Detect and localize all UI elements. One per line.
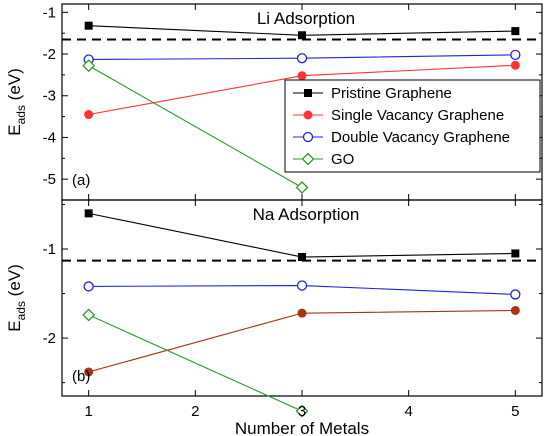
legend-marker [303, 110, 313, 120]
panel-label: (b) [72, 368, 90, 385]
panel-na-adsorption: -2 -1 Na Adsorption (b) Eads (eV) [5, 199, 543, 418]
x-tick-label: 2 [191, 403, 199, 420]
y-tick-label: -5 [43, 171, 56, 188]
data-point [298, 31, 306, 40]
panel-li-adsorption: -5 -4 -3 -2 -1 Li Adsorption (a) Eads (eV) Prist… [5, 3, 543, 201]
y-axis-label-main: E [5, 320, 24, 331]
shared-axis: 1 2 3 4 5 Number of Metals [84, 403, 519, 436]
y-axis-label-main: E [5, 124, 24, 135]
x-tick-label: 5 [511, 403, 519, 420]
x-tick-label: 4 [404, 403, 412, 420]
data-point [296, 280, 308, 291]
data-point [510, 60, 520, 70]
y-axis-label-unit: (eV) [5, 264, 24, 301]
x-axis-label: Number of Metals [235, 419, 369, 436]
y-axis-label: Eads (eV) [5, 68, 28, 136]
plot-frame [61, 199, 543, 397]
y-tick-label: -1 [43, 241, 56, 258]
y-tick-label: -3 [43, 88, 56, 105]
series-line [88, 65, 303, 188]
legend-marker [304, 89, 312, 97]
y-axis-label-unit: (eV) [5, 68, 24, 105]
x-tick-label: 3 [298, 403, 306, 420]
legend-box [284, 79, 541, 173]
data-point [84, 21, 93, 30]
panel-title: Na Adsorption [253, 205, 360, 224]
data-point [510, 49, 521, 61]
data-point [82, 59, 96, 73]
data-point [297, 71, 307, 81]
y-tick-label: -2 [43, 330, 56, 347]
y-axis-label: Eads (eV) [5, 264, 28, 332]
series-line [88, 309, 516, 373]
data-point [82, 308, 96, 322]
data-point [297, 308, 307, 318]
data-point [84, 209, 93, 218]
data-point [298, 253, 306, 262]
data-point [84, 367, 94, 377]
data-point [510, 289, 521, 300]
legend-marker [302, 131, 314, 143]
data-point [511, 27, 520, 36]
data-point [83, 281, 94, 292]
data-point [295, 404, 309, 418]
y-axis-label-sub: ads [14, 301, 28, 320]
legend-marker [301, 152, 315, 166]
y-tick-label: -2 [43, 46, 56, 63]
legend-label: Pristine Graphene [331, 85, 452, 102]
legend-label: GO [331, 151, 354, 168]
data-point [511, 249, 520, 258]
y-tick-label: -1 [43, 4, 56, 21]
data-point [296, 53, 308, 64]
data-point [510, 305, 520, 315]
panel-label: (a) [72, 172, 90, 189]
legend-label: Double Vacancy Graphene [331, 129, 510, 146]
series-line [88, 314, 303, 412]
y-tick-label: -4 [43, 129, 56, 146]
y-axis-label-sub: ads [14, 105, 28, 124]
panel-title: Li Adsorption [257, 9, 355, 28]
data-point [295, 181, 309, 194]
x-tick-label: 1 [84, 403, 92, 420]
legend-label: Single Vacancy Graphene [331, 107, 504, 124]
data-point [84, 110, 94, 120]
